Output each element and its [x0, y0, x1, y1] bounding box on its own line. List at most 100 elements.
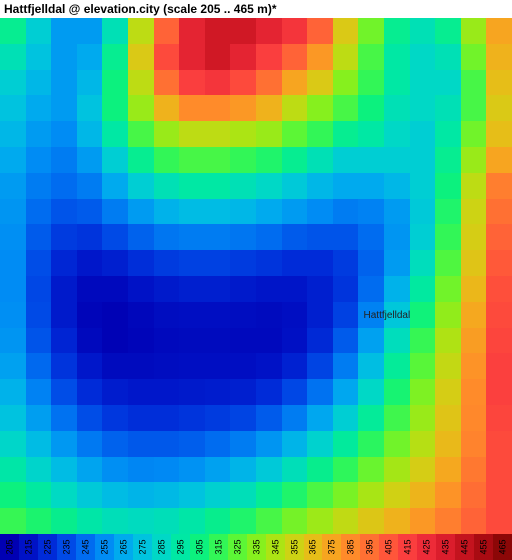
heatmap-cell [384, 250, 410, 276]
heatmap-cell [205, 121, 231, 147]
heatmap-cell [307, 121, 333, 147]
heatmap-cell [205, 224, 231, 250]
heatmap-cell [256, 224, 282, 250]
heatmap-cell [486, 121, 512, 147]
heatmap-cell [102, 508, 128, 534]
heatmap-cell [102, 70, 128, 96]
heatmap-cell [154, 70, 180, 96]
heatmap-cell [154, 431, 180, 457]
legend-swatch: 295 [171, 534, 190, 560]
heatmap-cell [486, 147, 512, 173]
heatmap-cell [230, 328, 256, 354]
heatmap-cell [282, 328, 308, 354]
heatmap-cell [282, 147, 308, 173]
heatmap-cell [77, 328, 103, 354]
heatmap-cell [256, 457, 282, 483]
heatmap-cell [256, 276, 282, 302]
heatmap-cell [26, 70, 52, 96]
heatmap-cell [435, 224, 461, 250]
heatmap-cell [461, 70, 487, 96]
heatmap-cell [179, 457, 205, 483]
heatmap-cell [461, 121, 487, 147]
heatmap-cell [461, 405, 487, 431]
heatmap-cell [435, 95, 461, 121]
heatmap-cell [333, 44, 359, 70]
legend-swatch: 255 [95, 534, 114, 560]
heatmap-cell [102, 379, 128, 405]
heatmap-cell [256, 95, 282, 121]
heatmap-cell [179, 70, 205, 96]
heatmap-cell [77, 224, 103, 250]
heatmap-cell [435, 147, 461, 173]
heatmap-cell [154, 44, 180, 70]
heatmap-cell [307, 224, 333, 250]
heatmap-cell [333, 224, 359, 250]
heatmap-cell [77, 379, 103, 405]
heatmap-cell [256, 121, 282, 147]
legend-label: 335 [251, 539, 261, 554]
heatmap-cell [282, 95, 308, 121]
heatmap-cell [486, 224, 512, 250]
heatmap-cell [205, 405, 231, 431]
legend-swatch: 395 [360, 534, 379, 560]
legend-swatch: 305 [190, 534, 209, 560]
heatmap-cell [230, 508, 256, 534]
heatmap-cell [486, 457, 512, 483]
heatmap-cell [154, 457, 180, 483]
heatmap-cell [102, 482, 128, 508]
heatmap-cell [77, 302, 103, 328]
heatmap-cell [51, 250, 77, 276]
legend-swatch: 405 [379, 534, 398, 560]
heatmap-cell [486, 302, 512, 328]
heatmap-cell [435, 44, 461, 70]
legend-label: 325 [232, 539, 242, 554]
heatmap-cell [333, 95, 359, 121]
heatmap-cell [384, 173, 410, 199]
heatmap-cell [205, 250, 231, 276]
heatmap-cell [51, 405, 77, 431]
heatmap-cell [486, 482, 512, 508]
heatmap-cell [384, 121, 410, 147]
heatmap-cell [179, 147, 205, 173]
heatmap-cell [230, 302, 256, 328]
heatmap-cell [230, 147, 256, 173]
legend-swatch: 315 [209, 534, 228, 560]
heatmap-cell [128, 121, 154, 147]
legend-swatch: 215 [19, 534, 38, 560]
heatmap-cell [154, 508, 180, 534]
legend-swatch: 245 [76, 534, 95, 560]
heatmap-cell [435, 276, 461, 302]
elevation-heatmap: Hattfjelldal [0, 18, 512, 534]
legend-swatch: 325 [228, 534, 247, 560]
heatmap-cell [154, 18, 180, 44]
heatmap-cell [26, 457, 52, 483]
heatmap-cell [0, 199, 26, 225]
heatmap-cell [128, 353, 154, 379]
heatmap-cell [282, 457, 308, 483]
heatmap-cell [307, 44, 333, 70]
heatmap-cell [358, 224, 384, 250]
heatmap-cell [410, 173, 436, 199]
heatmap-cell [205, 508, 231, 534]
heatmap-cell [333, 70, 359, 96]
heatmap-cell [486, 508, 512, 534]
legend-label: 305 [194, 539, 204, 554]
heatmap-cell [102, 147, 128, 173]
heatmap-cell [128, 302, 154, 328]
heatmap-cell [486, 328, 512, 354]
heatmap-cell [0, 482, 26, 508]
heatmap-cell [179, 302, 205, 328]
heatmap-cell [205, 328, 231, 354]
heatmap-cell [486, 44, 512, 70]
heatmap-cell [102, 457, 128, 483]
heatmap-cell [435, 431, 461, 457]
legend-swatch: 455 [474, 534, 493, 560]
heatmap-cell [51, 147, 77, 173]
heatmap-cell [205, 457, 231, 483]
heatmap-cell [0, 70, 26, 96]
legend-swatch: 235 [57, 534, 76, 560]
heatmap-cell [307, 379, 333, 405]
heatmap-cell [461, 328, 487, 354]
heatmap-cell [333, 482, 359, 508]
heatmap-cell [77, 95, 103, 121]
